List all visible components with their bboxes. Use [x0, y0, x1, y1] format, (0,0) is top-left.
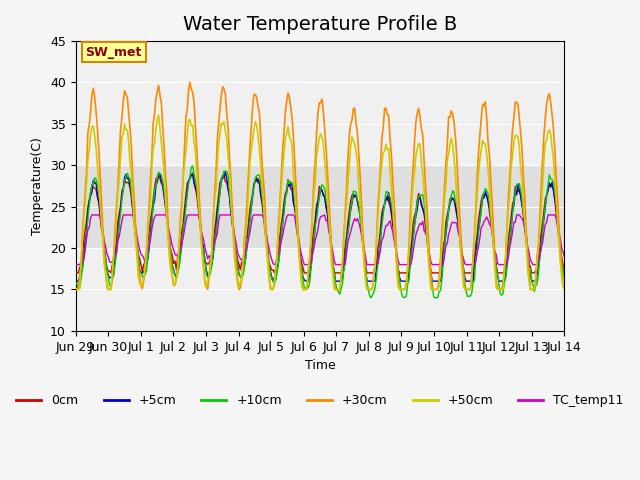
Y-axis label: Temperature(C): Temperature(C): [31, 137, 44, 235]
Bar: [76, 165, 564, 248]
Title: Water Temperature Profile B: Water Temperature Profile B: [183, 15, 457, 34]
X-axis label: Time: Time: [305, 359, 335, 372]
Legend: 0cm, +5cm, +10cm, +30cm, +50cm, TC_temp11: 0cm, +5cm, +10cm, +30cm, +50cm, TC_temp1…: [12, 389, 628, 412]
Text: SW_met: SW_met: [85, 46, 142, 59]
